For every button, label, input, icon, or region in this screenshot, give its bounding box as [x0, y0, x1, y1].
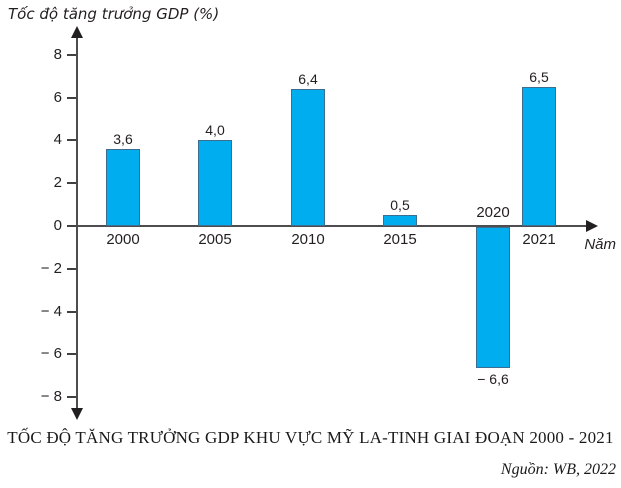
y-tick-label: 0 — [53, 217, 62, 234]
y-tick-label: 2 — [53, 174, 62, 192]
bar-value-label: 3,6 — [113, 130, 133, 147]
y-tick-label: − 6 — [40, 345, 62, 363]
y-tick-mark — [67, 53, 76, 56]
x-tick-label-2000: 2000 — [106, 231, 140, 248]
bar-2010 — [291, 89, 325, 226]
x-tick-label-2015: 2015 — [383, 231, 417, 248]
chart-title: TỐC ĐỘ TĂNG TRƯỞNG GDP KHU VỰC MỸ LA-TIN… — [7, 428, 614, 447]
y-tick-mark — [67, 396, 76, 399]
x-tick-label-2010: 2010 — [291, 231, 325, 248]
y-axis-line — [76, 36, 78, 411]
y-tick-label: 4 — [53, 131, 62, 149]
chart-source: Nguồn: WB, 2022 — [500, 461, 616, 478]
bar-value-label: 6,4 — [298, 71, 318, 88]
y-axis-arrow-down-icon — [71, 408, 83, 420]
y-tick-mark — [67, 96, 76, 99]
x-axis-title: Năm — [584, 236, 616, 253]
x-tick-label-2005: 2005 — [198, 231, 232, 248]
bar-2020 — [476, 227, 510, 369]
x-axis-line — [76, 225, 589, 227]
y-tick-mark — [67, 310, 76, 313]
y-tick-label: − 2 — [40, 259, 62, 277]
bar-value-label: 6,5 — [529, 68, 549, 85]
y-tick-label: − 4 — [40, 302, 62, 320]
x-tick-label-2021: 2021 — [522, 231, 556, 248]
y-tick-mark — [67, 225, 76, 227]
x-axis-arrow-right-icon — [586, 220, 598, 232]
bar-2005 — [198, 140, 232, 226]
y-tick-mark — [67, 353, 76, 356]
bar-2000 — [106, 148, 140, 226]
y-axis-title: Tốc độ tăng trưởng GDP (%) — [8, 5, 220, 23]
y-tick-mark — [67, 139, 76, 142]
y-tick-label: 8 — [53, 45, 62, 63]
bar-2021 — [522, 86, 556, 226]
y-tick-label: − 8 — [40, 388, 62, 406]
bar-2015 — [383, 215, 417, 226]
bar-value-label: 4,0 — [205, 122, 225, 139]
y-axis-arrow-up-icon — [71, 26, 83, 38]
y-tick-mark — [67, 182, 76, 185]
bar-value-label: − 6,6 — [477, 371, 509, 388]
x-tick-label-2020: 2020 — [476, 204, 510, 221]
y-tick-mark — [67, 267, 76, 270]
bar-value-label: 0,5 — [390, 197, 410, 214]
y-tick-label: 6 — [53, 88, 62, 106]
